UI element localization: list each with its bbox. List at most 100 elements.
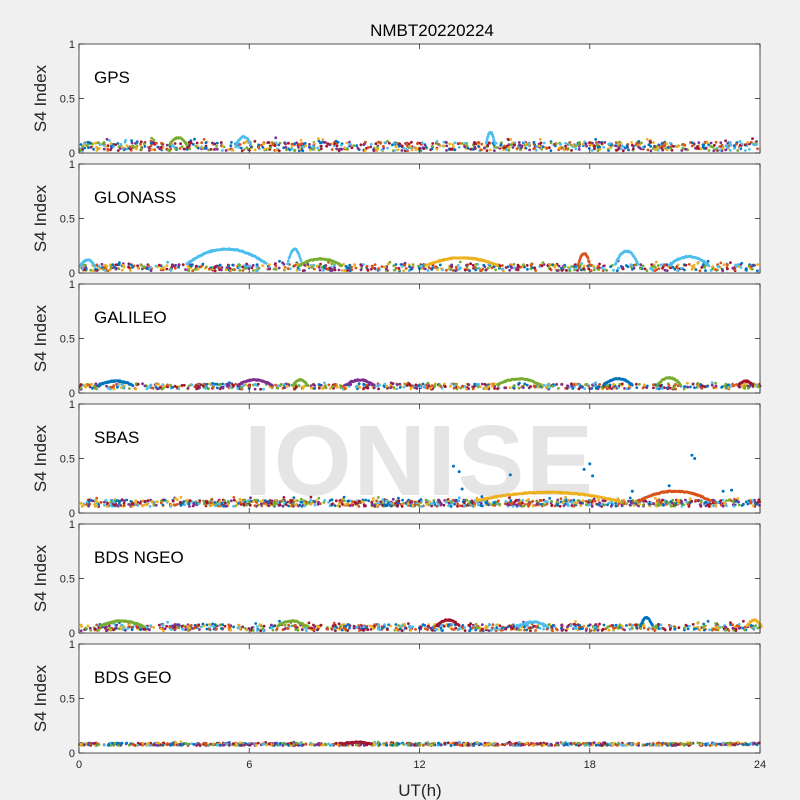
- data-point: [103, 503, 106, 507]
- data-point: [324, 384, 327, 388]
- data-point: [237, 263, 241, 267]
- data-point: [595, 502, 599, 506]
- data-point: [312, 146, 316, 150]
- data-point: [682, 503, 686, 506]
- data-point: [572, 383, 576, 386]
- data-point: [498, 264, 502, 268]
- data-point: [219, 141, 223, 144]
- data-point: [709, 141, 713, 145]
- data-point: [602, 264, 605, 268]
- data-point: [319, 141, 323, 145]
- data-point: [177, 387, 181, 391]
- data-point: [558, 142, 562, 146]
- data-point: [518, 381, 521, 385]
- data-point: [430, 267, 434, 271]
- data-point: [271, 142, 275, 146]
- data-point: [506, 265, 510, 269]
- data-point: [652, 383, 655, 387]
- data-point: [178, 147, 182, 150]
- data-point: [116, 142, 120, 145]
- data-point: [205, 501, 209, 505]
- data-point: [551, 384, 555, 388]
- data-point: [120, 498, 124, 502]
- data-point: [486, 135, 490, 139]
- data-point: [354, 266, 358, 270]
- data-point: [270, 383, 274, 387]
- data-point: [247, 500, 251, 504]
- data-point: [157, 623, 161, 627]
- data-point: [129, 500, 133, 503]
- data-point: [171, 499, 175, 503]
- data-point: [121, 263, 125, 267]
- data-point: [706, 259, 710, 263]
- data-point: [308, 143, 311, 146]
- data-point: [338, 147, 341, 151]
- data-point: [669, 504, 673, 508]
- data-point: [517, 264, 520, 268]
- data-point: [84, 383, 88, 386]
- data-point: [512, 384, 516, 388]
- data-point: [130, 141, 134, 145]
- data-point: [380, 265, 384, 268]
- data-point: [669, 266, 672, 270]
- data-point: [100, 262, 104, 266]
- data-point: [386, 262, 390, 266]
- data-point: [359, 268, 363, 272]
- data-point: [294, 263, 297, 267]
- data-point: [496, 264, 499, 267]
- data-point: [436, 268, 439, 271]
- data-point: [239, 501, 242, 505]
- data-point: [485, 149, 489, 153]
- data-point: [671, 498, 675, 502]
- data-point: [385, 499, 388, 503]
- data-point: [632, 504, 636, 507]
- data-point: [556, 503, 559, 506]
- data-point: [383, 141, 387, 144]
- data-point: [396, 504, 399, 508]
- data-point: [410, 148, 414, 152]
- data-point: [398, 386, 402, 389]
- data-point: [249, 142, 253, 146]
- data-point: [350, 146, 354, 150]
- data-point: [120, 268, 124, 272]
- data-point: [584, 142, 588, 146]
- data-point: [173, 266, 177, 270]
- data-point: [358, 386, 361, 389]
- data-point-outlier: [690, 453, 694, 457]
- data-point: [209, 148, 213, 151]
- data-point: [330, 267, 334, 271]
- data-point: [674, 387, 677, 391]
- data-point: [339, 500, 343, 503]
- data-point: [356, 502, 359, 505]
- data-point: [445, 149, 448, 152]
- data-point: [524, 142, 528, 146]
- data-point: [112, 387, 116, 391]
- data-point: [709, 145, 713, 148]
- data-point: [369, 142, 373, 146]
- data-point: [647, 502, 651, 506]
- data-point: [447, 623, 450, 627]
- data-point: [277, 266, 281, 270]
- data-point: [751, 383, 755, 387]
- data-point: [605, 269, 609, 272]
- data-point: [595, 141, 598, 144]
- data-point: [242, 503, 246, 506]
- data-point: [501, 264, 504, 267]
- data-point: [714, 147, 718, 151]
- data-point: [570, 265, 574, 268]
- data-point: [614, 261, 618, 265]
- data-point: [204, 141, 208, 145]
- data-point: [202, 502, 206, 506]
- data-point: [298, 254, 301, 258]
- data-point: [240, 149, 244, 153]
- data-point: [165, 267, 169, 271]
- y-axis-label: S4 Index: [31, 184, 50, 252]
- data-point: [192, 503, 196, 507]
- data-point: [589, 269, 593, 272]
- data-point: [114, 266, 118, 270]
- data-point: [293, 148, 297, 152]
- data-point: [380, 148, 384, 152]
- data-point: [539, 141, 543, 145]
- data-point: [364, 504, 367, 508]
- data-point: [577, 261, 581, 264]
